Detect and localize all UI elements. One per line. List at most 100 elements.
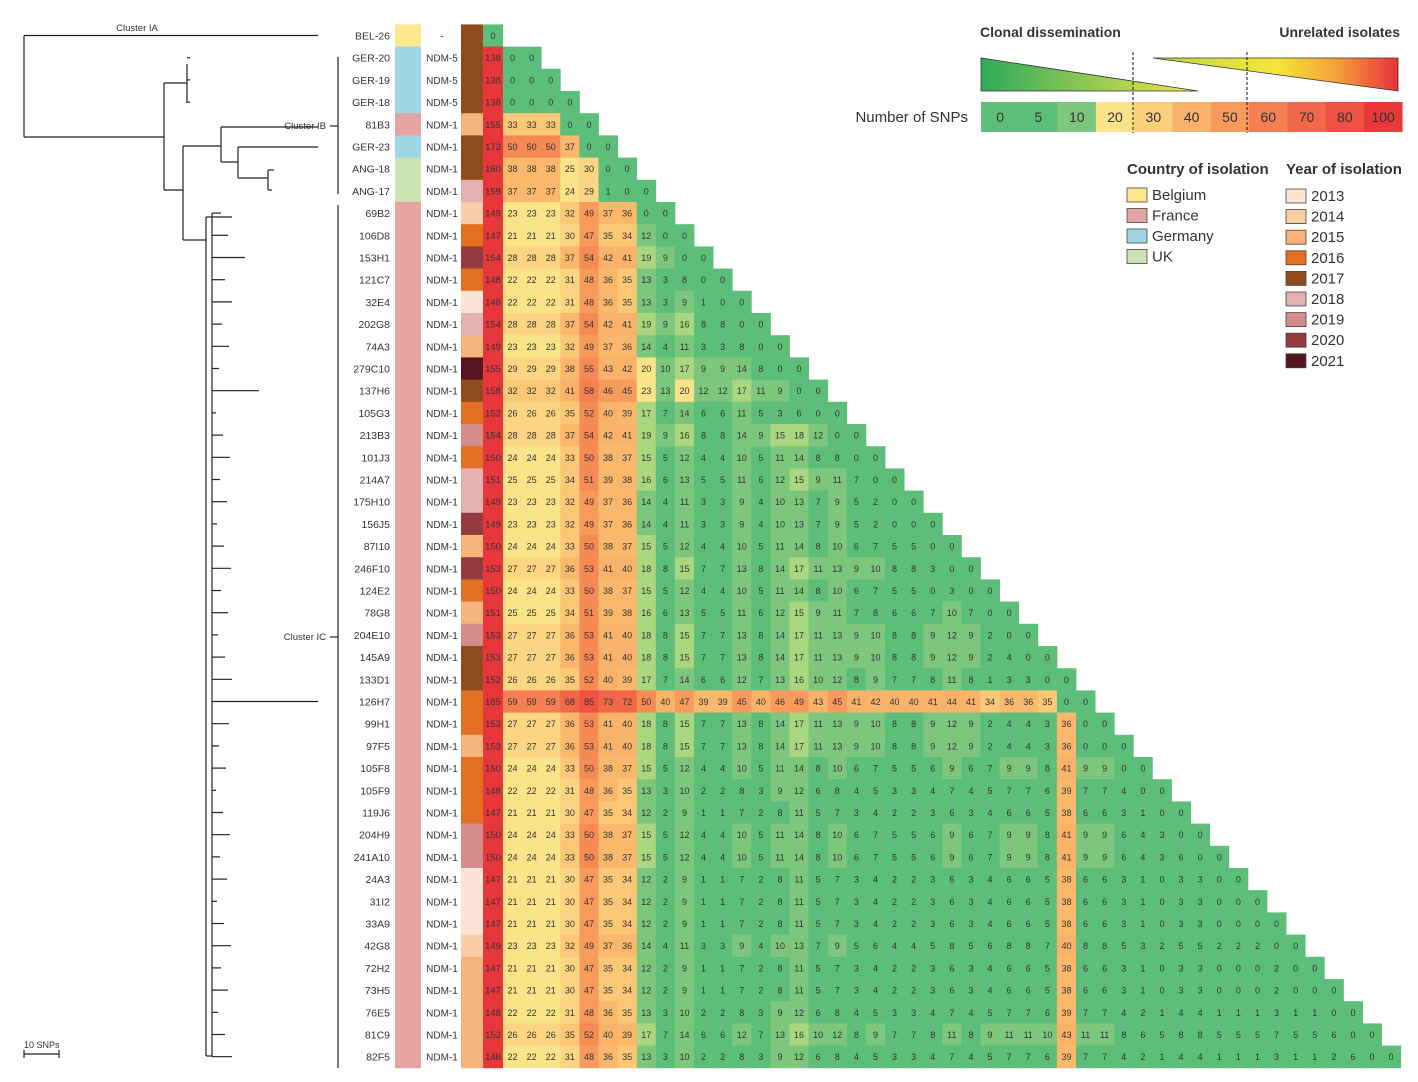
snp-cell [579,779,599,802]
snp-value: 6 [720,675,725,685]
snp-value: 7 [701,630,706,640]
snp-value: 38 [1061,963,1071,973]
snp-cell [1018,823,1039,847]
snp-value: 40 [909,697,919,707]
snp-value: 6 [1007,808,1012,818]
snp-cell [885,979,905,1002]
country-cell [395,1045,421,1069]
snp-value: 16 [679,431,689,441]
snp-cell [694,401,714,425]
snp-cell [961,779,981,802]
snp-cell [808,690,829,713]
snp-cell [1018,956,1039,980]
snp-value: 0 [567,120,572,130]
snp-cell [503,68,523,92]
snp-cell [541,734,561,758]
snp-cell [522,734,542,758]
snp-value: 6 [1121,852,1126,862]
snp-value: 1 [701,897,706,907]
snp-value: 8 [701,431,706,441]
snp-value: 35 [622,275,632,285]
reference-cell [483,68,503,92]
snp-cell [522,335,542,358]
snp-value: 5 [873,786,878,796]
snp-cell [541,313,561,336]
snp-value: 7 [739,919,744,929]
snp-value: 28 [508,253,518,263]
snp-value: 15 [679,741,689,751]
snp-cell [617,290,638,314]
snp-value: 6 [816,1052,821,1062]
cluster-label: Cluster IB [284,121,326,132]
snp-cell [1056,956,1077,980]
snp-cell [694,579,714,602]
snp-value: 25 [565,164,575,174]
ndm-label: NDM-1 [426,143,458,154]
snp-cell [674,1045,695,1069]
reference-cell [483,357,503,380]
snp-cell [541,91,561,114]
snp-cell [885,779,905,802]
snp-value: 9 [873,1030,878,1040]
snp-cell [694,357,714,380]
snp-cell [1133,1001,1153,1024]
ndm-label: NDM-1 [426,809,458,820]
snp-cell [522,135,542,158]
snp-value: 3 [854,919,859,929]
snp-cell [1018,868,1039,891]
snp-value: 0 [835,431,840,441]
ndm-label: NDM-1 [426,520,458,531]
snp-cell [713,623,733,647]
isolate-label: 33A9 [365,919,390,931]
year-cell [461,557,483,580]
snp-cell [636,335,657,358]
snp-value: 0 [663,231,668,241]
snp-value: 5 [1179,941,1184,951]
snp-value: 3 [701,342,706,352]
isolate-label: 133D1 [359,674,390,686]
snp-cell [980,845,1000,869]
snp-cell [503,579,523,602]
snp-cell [942,668,962,691]
reference-cell [483,246,503,269]
snp-value: 2 [892,919,897,929]
snp-value: 23 [527,342,537,352]
snp-cell [885,1023,905,1046]
snp-scale-value: 30 [1146,109,1162,125]
snp-value: 5 [758,408,763,418]
year-legend-swatch [1285,291,1307,307]
snp-value: 38 [622,608,632,618]
snp-value: 9 [1007,830,1012,840]
snp-value: 1 [1217,1008,1222,1018]
snp-cell [1152,779,1172,802]
snp-value: 5 [816,808,821,818]
snp-value: 7 [739,963,744,973]
country-cell [395,68,421,92]
snp-cell [655,734,676,758]
snp-value: 35 [622,297,632,307]
snp-cell [865,912,886,935]
snp-cell [560,1023,580,1046]
snp-cell [560,890,580,913]
snp-value: 11 [813,653,822,663]
snp-cell [1286,1001,1306,1024]
snp-value: 0 [1236,919,1241,929]
snp-value: 4 [1198,1008,1203,1018]
snp-value: 0 [1236,897,1241,907]
snp-cell [694,979,714,1002]
snp-value: 4 [988,808,993,818]
snp-value: 25 [508,475,518,485]
snp-value: 14 [794,453,804,463]
snp-cell [1171,1023,1191,1046]
snp-value: 3 [1045,719,1050,729]
snp-cell [1171,890,1191,913]
snp-cell [541,401,561,425]
snp-value: 22 [527,275,537,285]
snp-cell [713,401,733,425]
snp-cell [694,823,714,847]
snp-cell [617,313,638,336]
snp-cell [1286,956,1306,980]
snp-value: 2 [911,897,916,907]
